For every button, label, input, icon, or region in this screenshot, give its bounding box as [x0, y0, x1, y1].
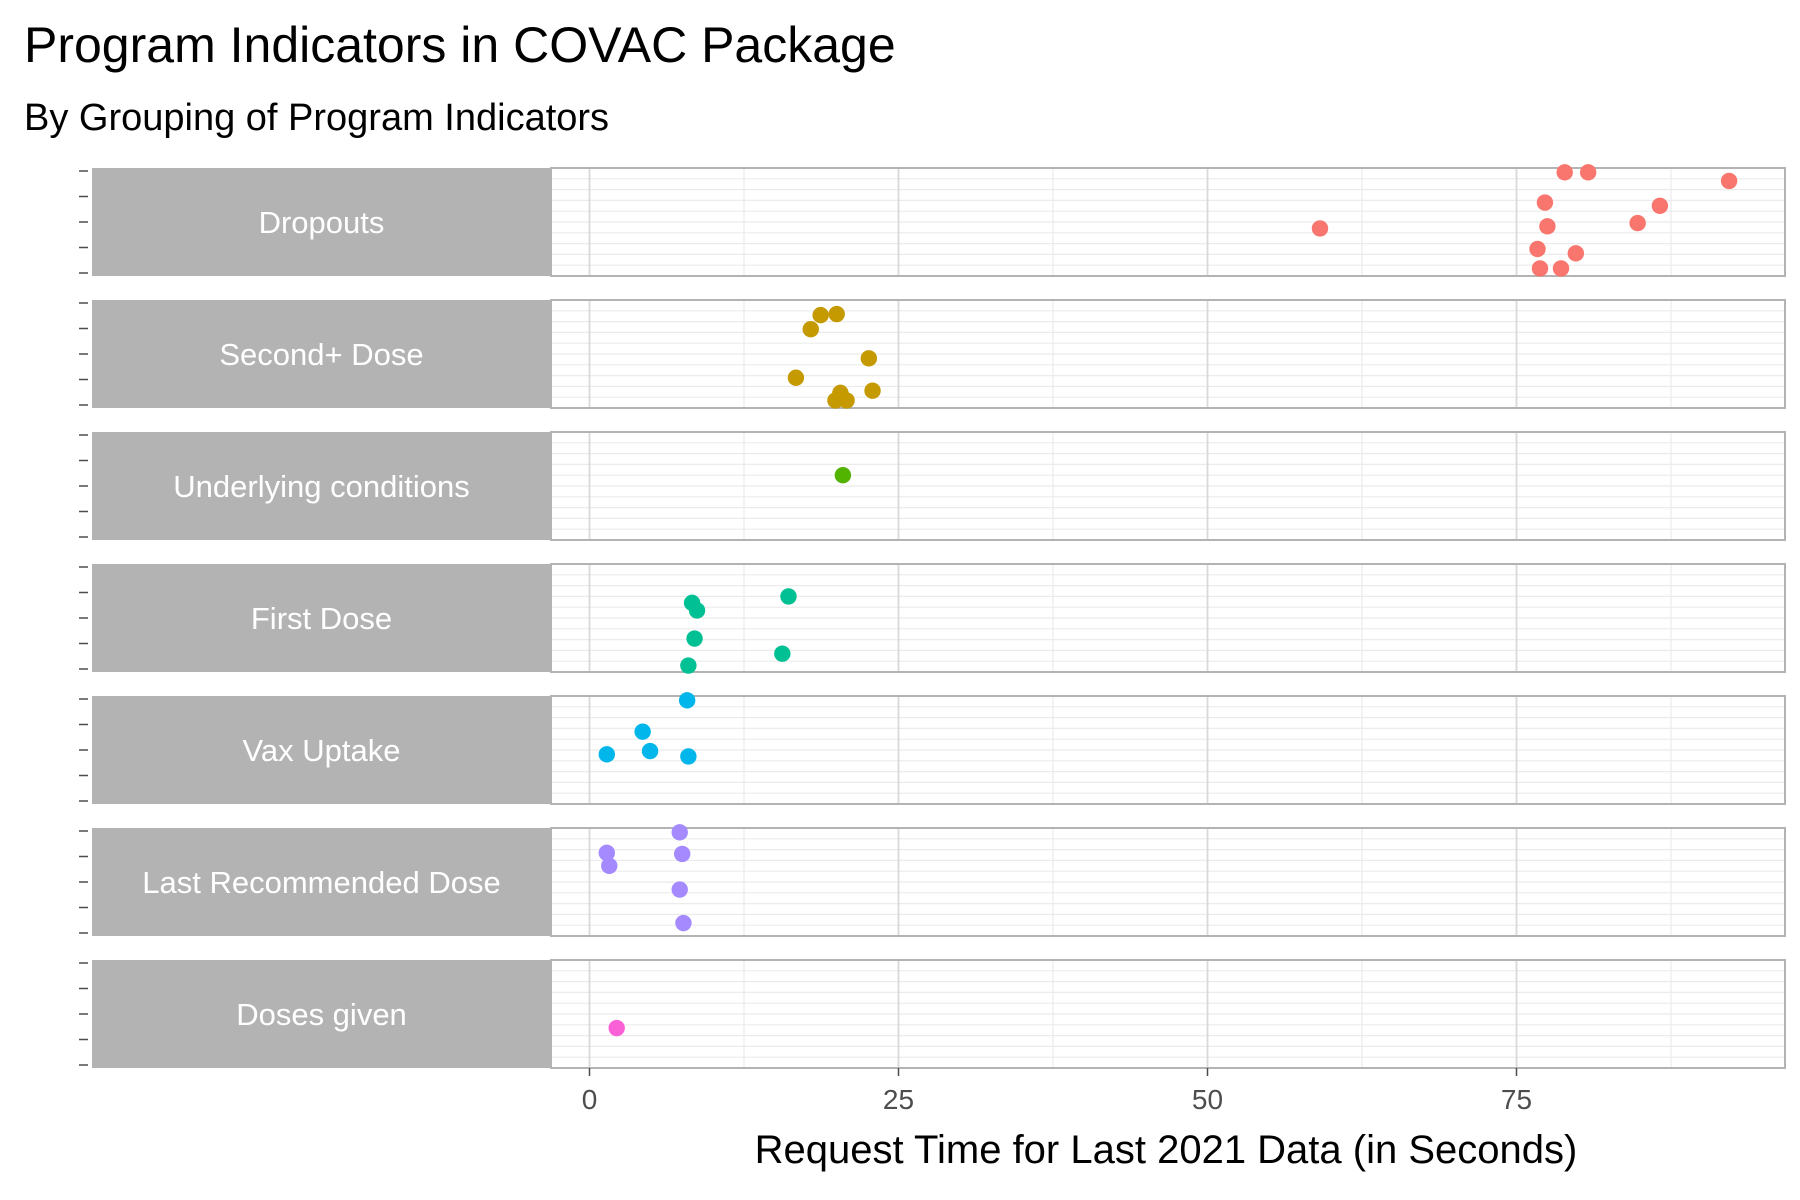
facet-panel: Underlying conditions	[79, 431, 1786, 541]
data-point	[802, 320, 819, 338]
x-tick-label: 75	[1501, 1084, 1532, 1115]
facet-strip	[92, 828, 551, 936]
data-point	[1567, 245, 1585, 262]
facet-panels: Dropouts Second+ Dose Underlying condition…	[79, 164, 1786, 1069]
facet-strip-label: Dropouts	[259, 205, 385, 240]
facet-strip-label: Underlying conditions	[173, 469, 469, 504]
data-point	[838, 392, 855, 409]
data-point	[641, 742, 659, 760]
data-point	[671, 881, 688, 898]
facet-strip	[92, 432, 551, 540]
data-point	[688, 602, 706, 619]
data-point	[686, 630, 703, 647]
data-point	[1539, 218, 1556, 235]
data-point	[864, 382, 881, 399]
data-point	[634, 723, 651, 740]
facet-strip-label: Second+ Dose	[219, 337, 423, 372]
data-point	[1579, 164, 1597, 181]
facet-strip	[92, 168, 551, 276]
data-point	[1311, 220, 1329, 237]
facet-panel: First Dose	[79, 563, 1786, 674]
facet-strip	[92, 564, 551, 672]
x-axis: 0 25 50 75	[582, 1068, 1532, 1115]
data-point	[680, 748, 697, 765]
facet-strip-label: Last Recommended Dose	[142, 865, 500, 900]
data-point	[787, 369, 805, 386]
chart-title: Program Indicators in COVAC Package	[24, 17, 896, 73]
data-point	[680, 657, 697, 674]
data-point	[780, 588, 797, 605]
facet-strip	[92, 696, 551, 804]
data-point	[598, 844, 616, 862]
facet-panel: Dropouts	[79, 164, 1786, 277]
data-point	[1552, 260, 1570, 277]
data-point	[1531, 260, 1549, 277]
facet-strip	[92, 300, 551, 408]
data-point	[1629, 214, 1646, 232]
data-point	[601, 857, 618, 874]
x-tick-label: 25	[883, 1084, 914, 1115]
facet-panel: Doses given	[79, 959, 1786, 1069]
facet-strip-label: Doses given	[236, 997, 407, 1032]
data-point	[1536, 194, 1554, 211]
chart-subtitle: By Grouping of Program Indicators	[24, 97, 609, 139]
data-point	[1720, 172, 1738, 190]
facet-strip-label: First Dose	[251, 601, 392, 636]
data-point	[774, 645, 791, 662]
data-point	[828, 305, 845, 323]
data-point	[678, 692, 696, 709]
data-point	[834, 467, 852, 484]
data-point	[860, 350, 878, 367]
data-point	[1651, 197, 1669, 214]
facet-panel: Second+ Dose	[79, 299, 1786, 409]
facet-strip-label: Vax Uptake	[243, 733, 401, 768]
data-point	[675, 914, 692, 932]
data-point	[608, 1019, 625, 1037]
facet-panel: Vax Uptake	[79, 692, 1786, 805]
x-axis-title: Request Time for Last 2021 Data (in Seco…	[755, 1128, 1578, 1172]
facet-strip	[92, 960, 551, 1068]
facet-panel: Last Recommended Dose	[79, 824, 1786, 937]
x-tick-label: 0	[582, 1084, 598, 1115]
data-point	[671, 824, 688, 841]
data-point	[1556, 164, 1573, 181]
data-point	[1529, 240, 1546, 258]
data-point	[598, 746, 616, 763]
data-point	[812, 306, 829, 324]
x-tick-label: 50	[1192, 1084, 1223, 1115]
data-point	[674, 845, 691, 863]
